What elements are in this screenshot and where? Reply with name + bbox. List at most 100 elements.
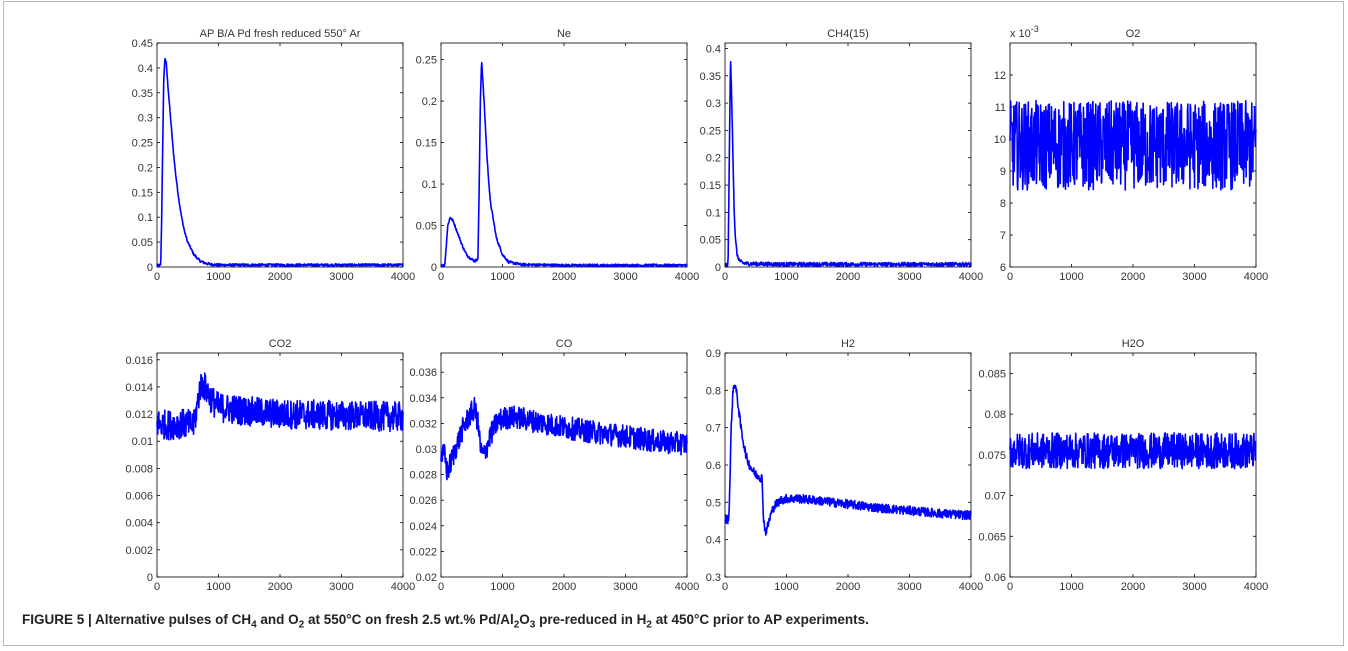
x-tick-label: 3000 [613, 271, 637, 283]
subplot-3: CH4(15) 0 1000 2000 3000 4000 0 0.05 0.1 0.15 0.2 0… [700, 28, 984, 283]
x-tick-label: 2000 [1121, 581, 1145, 593]
x-tick-label: 1000 [490, 271, 514, 283]
y-tick-label: 0.012 [125, 409, 153, 421]
y-tick-label: 0.08 [985, 409, 1006, 421]
subplot-2: Ne 0 1000 2000 3000 4000 0 0.05 0.1 0.15 0.2 0.25 [416, 28, 700, 283]
x-tick-label: 0 [154, 271, 160, 283]
subplot-7: H2 0 1000 2000 3000 4000 0.3 0.4 0.5 0.6 0.7 0.8 0.9 [706, 338, 984, 593]
y-tick-label: 0.3 [138, 113, 153, 125]
y-tick-label: 0.065 [978, 531, 1006, 543]
x-tick-label: 4000 [1244, 271, 1268, 283]
axis-exponent: x 10-3 [1010, 24, 1039, 40]
y-tick-label: 0.1 [706, 207, 721, 219]
caption-text: pre-reduced in H [535, 612, 647, 627]
y-tick-label: 0.008 [125, 463, 153, 475]
caption-subscript: 3 [529, 619, 536, 631]
y-tick-label: 10 [994, 134, 1006, 146]
y-tick-label: 0.004 [125, 518, 153, 530]
series-line [724, 384, 972, 536]
y-tick-label: 0.002 [125, 545, 153, 557]
y-tick-label: 0.9 [706, 348, 721, 360]
x-tick-label: 3000 [897, 581, 921, 593]
x-tick-label: 2000 [268, 271, 292, 283]
y-tick-label: 7 [1000, 230, 1006, 242]
caption-subscript: 2 [646, 619, 652, 631]
x-tick-label: 0 [1007, 581, 1013, 593]
series-line [1009, 99, 1257, 191]
y-tick-label: 0.034 [409, 393, 437, 405]
y-tick-label: 0.024 [409, 521, 437, 533]
y-tick-label: 0.016 [125, 355, 153, 367]
y-tick-label: 0 [715, 262, 721, 274]
x-tick-label: 4000 [675, 581, 699, 593]
x-tick-label: 4000 [675, 271, 699, 283]
y-tick-label: 11 [995, 102, 1006, 114]
subplot-6: CO 0 1000 2000 3000 4000 0.02 0.022 0.024 0.026 0.… [409, 338, 699, 593]
y-tick-label: 0.2 [422, 96, 437, 108]
x-tick-label: 0 [1007, 271, 1013, 283]
caption-text: Alternative pulses of CH [91, 612, 252, 627]
x-tick-label: 1000 [1059, 581, 1083, 593]
y-tick-label: 0.006 [125, 491, 153, 503]
series-line [440, 396, 688, 481]
x-tick-label: 1000 [774, 581, 798, 593]
y-tick-label: 0.3 [706, 572, 721, 584]
y-tick-label: 12 [994, 70, 1006, 82]
x-tick-label: 3000 [613, 581, 637, 593]
y-tick-label: 0.25 [416, 55, 437, 67]
x-tick-label: 2000 [552, 271, 576, 283]
x-tick-label: 1000 [1059, 271, 1083, 283]
y-tick-label: 0.4 [706, 43, 721, 55]
x-tick-label: 4000 [391, 581, 415, 593]
x-tick-label: 0 [722, 581, 728, 593]
caption-subscript: 4 [251, 619, 257, 631]
series-line [156, 372, 404, 441]
series-line [156, 57, 404, 268]
subplot-title: CH4(15) [827, 28, 869, 40]
y-tick-label: 0.15 [132, 187, 153, 199]
y-tick-label: 0.45 [132, 38, 153, 50]
y-tick-label: 0.05 [700, 235, 721, 247]
caption-text: at 450°C prior to AP experiments. [651, 612, 869, 627]
series-line [1009, 432, 1257, 470]
y-tick-label: 0.07 [985, 491, 1006, 503]
plots-area: AP B/A Pd fresh reduced 550° Ar0 1000 2000… [125, 24, 1268, 593]
subplot-title: CO2 [269, 338, 292, 350]
axes-box [440, 352, 688, 578]
x-tick-label: 0 [438, 271, 444, 283]
y-tick-label: 0.8 [706, 385, 721, 397]
x-tick-label: 4000 [1244, 581, 1268, 593]
y-tick-label: 0.036 [409, 367, 437, 379]
caption-text: O [519, 612, 530, 627]
x-tick-label: 2000 [836, 271, 860, 283]
x-tick-label: 1000 [206, 581, 230, 593]
caption-subscript: 2 [298, 619, 305, 631]
series-line [724, 60, 972, 267]
series-line [440, 61, 688, 268]
x-tick-label: 2000 [552, 581, 576, 593]
y-tick-label: 0.05 [416, 221, 437, 233]
y-tick-label: 0.2 [138, 162, 153, 174]
y-tick-label: 0.4 [706, 535, 721, 547]
subplot-title: AP B/A Pd fresh reduced 550° Ar [200, 28, 361, 40]
y-tick-label: 0.075 [978, 450, 1006, 462]
y-tick-label: 0.028 [409, 470, 437, 482]
y-tick-label: 9 [1000, 166, 1006, 178]
y-tick-label: 8 [1000, 198, 1006, 210]
x-tick-label: 3000 [897, 271, 921, 283]
caption-subscript: 2 [513, 619, 520, 631]
axes-box [156, 42, 404, 268]
axes-box [156, 352, 404, 578]
axes-box [1009, 352, 1257, 578]
subplot-title: O2 [1126, 28, 1141, 40]
x-tick-label: 4000 [391, 271, 415, 283]
caption-text: and O [256, 612, 299, 627]
subplot-title: CO [556, 338, 573, 350]
x-tick-label: 4000 [959, 581, 983, 593]
x-tick-label: 0 [438, 581, 444, 593]
y-tick-label: 0.3 [706, 98, 721, 110]
x-tick-label: 2000 [268, 581, 292, 593]
y-tick-label: 0 [431, 262, 437, 274]
y-tick-label: 0.1 [422, 179, 437, 191]
x-tick-label: 3000 [1182, 581, 1206, 593]
